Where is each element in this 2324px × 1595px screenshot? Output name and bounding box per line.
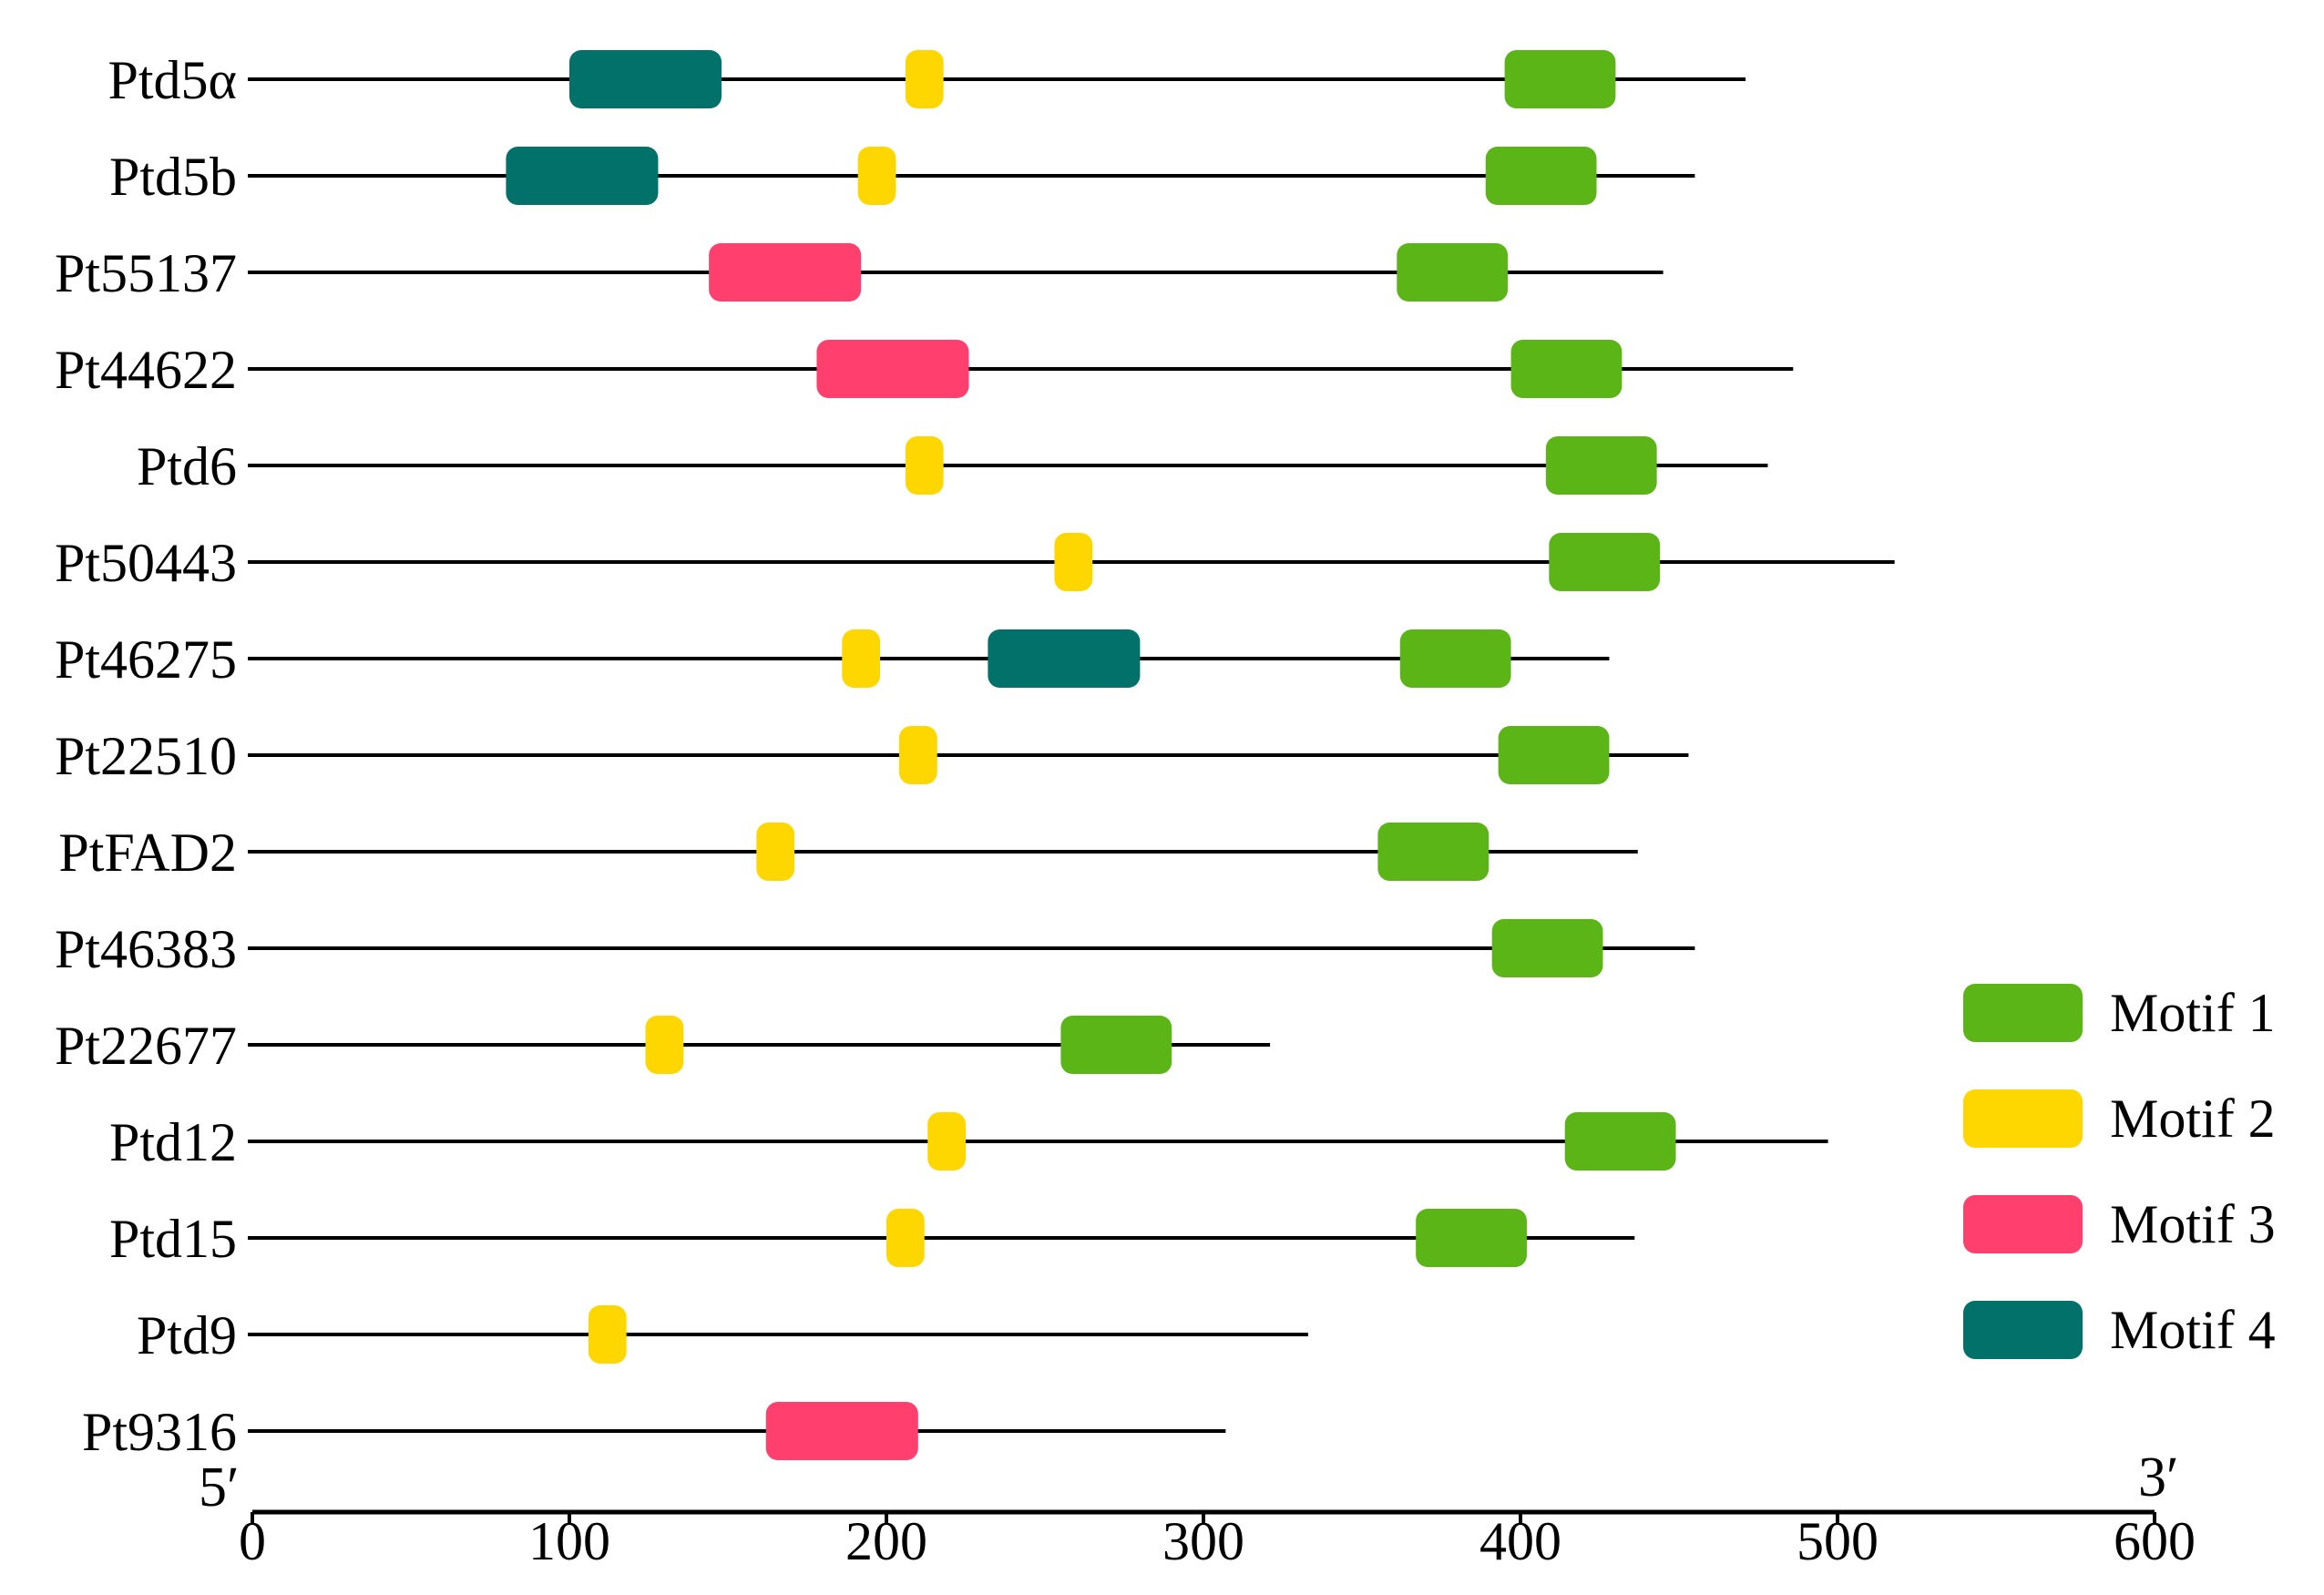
gene-rows: Ptd5α Ptd5b Pt55137 Pt44622 Ptd6 Pt50443 Pt462… bbox=[55, 50, 1895, 1462]
five-prime-label: 5′ bbox=[199, 1457, 240, 1518]
gene-row: PtFAD2 bbox=[58, 823, 1638, 883]
legend-item: Motif 4 bbox=[1963, 1300, 2276, 1360]
gene-name: Pt44622 bbox=[55, 340, 237, 400]
legend: Motif 1 Motif 2 Motif 3 Motif 4 bbox=[1963, 983, 2276, 1360]
gene-row: Pt44622 bbox=[55, 340, 1794, 400]
motif2-box bbox=[588, 1305, 627, 1364]
motif2-box bbox=[842, 629, 881, 688]
motif1-box bbox=[1510, 340, 1623, 398]
motif2-box bbox=[905, 436, 944, 495]
motif1-box bbox=[1399, 629, 1511, 688]
axis-ticks: 0 100 200 300 400 500 600 bbox=[239, 1511, 2196, 1571]
gene-name: Ptd5b bbox=[109, 147, 237, 207]
motif1-box bbox=[1416, 1209, 1527, 1267]
gene-row: Ptd9 bbox=[137, 1305, 1308, 1365]
legend-item: Motif 2 bbox=[1963, 1089, 2276, 1149]
gene-row: Pt46383 bbox=[55, 919, 1695, 979]
motif1-box bbox=[1564, 1112, 1676, 1171]
motif1-box bbox=[1498, 726, 1610, 784]
legend-swatch bbox=[1963, 1089, 2083, 1148]
legend-label: Motif 4 bbox=[2110, 1300, 2276, 1360]
gene-name: Pt50443 bbox=[55, 533, 237, 593]
motif1-box bbox=[1504, 50, 1616, 108]
gene-row: Ptd12 bbox=[109, 1112, 1828, 1172]
motif1-box bbox=[1549, 533, 1661, 591]
gene-row: Ptd15 bbox=[109, 1209, 1635, 1269]
axis-tick-label: 100 bbox=[528, 1511, 610, 1571]
motif1-box bbox=[1485, 147, 1597, 205]
legend-item: Motif 3 bbox=[1963, 1194, 2276, 1254]
legend-label: Motif 1 bbox=[2110, 983, 2276, 1043]
gene-name: Pt55137 bbox=[55, 243, 237, 303]
legend-label: Motif 2 bbox=[2110, 1089, 2276, 1149]
gene-name: Pt46383 bbox=[55, 919, 237, 979]
axis-tick-label: 500 bbox=[1797, 1511, 1879, 1571]
motif4-box bbox=[506, 147, 659, 205]
motif2-box bbox=[857, 147, 896, 205]
motif1-box bbox=[1545, 436, 1657, 495]
motif3-box bbox=[765, 1402, 918, 1460]
legend-swatch bbox=[1963, 1301, 2083, 1359]
motif1-box bbox=[1397, 243, 1509, 302]
gene-name: Pt22677 bbox=[55, 1016, 237, 1076]
motif2-box bbox=[756, 823, 795, 881]
legend-swatch bbox=[1963, 984, 2083, 1042]
position-axis: 0 100 200 300 400 500 600 5′ 3′ bbox=[199, 1447, 2196, 1571]
axis-tick-label: 400 bbox=[1479, 1511, 1561, 1571]
gene-row: Pt50443 bbox=[55, 533, 1895, 593]
gene-row: Pt9316 bbox=[82, 1402, 1226, 1462]
gene-name: Ptd6 bbox=[137, 436, 237, 496]
axis-tick-label: 300 bbox=[1162, 1511, 1244, 1571]
legend-swatch bbox=[1963, 1195, 2083, 1253]
motif1-box bbox=[1377, 823, 1490, 881]
legend-label: Motif 3 bbox=[2110, 1194, 2276, 1254]
axis-tick-label: 0 bbox=[239, 1511, 266, 1571]
legend-item: Motif 1 bbox=[1963, 983, 2276, 1043]
motif4-box bbox=[988, 629, 1141, 688]
motif2-box bbox=[905, 50, 944, 108]
gene-row: Ptd6 bbox=[137, 436, 1768, 496]
gene-name: Pt9316 bbox=[82, 1402, 237, 1462]
gene-row: Ptd5α bbox=[108, 50, 1746, 110]
axis-tick-label: 200 bbox=[845, 1511, 927, 1571]
gene-row: Pt55137 bbox=[55, 243, 1664, 303]
motif2-box bbox=[927, 1112, 966, 1171]
motif2-box bbox=[1054, 533, 1093, 591]
gene-name: Ptd12 bbox=[109, 1112, 237, 1172]
axis-tick-label: 600 bbox=[2114, 1511, 2196, 1571]
motif3-box bbox=[709, 243, 862, 302]
gene-name: Ptd15 bbox=[109, 1209, 237, 1269]
gene-name: Pt46275 bbox=[55, 629, 237, 690]
motif2-box bbox=[886, 1209, 925, 1267]
motif2-box bbox=[898, 726, 937, 784]
motif1-box bbox=[1060, 1016, 1172, 1074]
gene-row: Ptd5b bbox=[109, 147, 1695, 207]
gene-name: Ptd5α bbox=[108, 50, 237, 110]
motif3-box bbox=[816, 340, 969, 398]
motif2-box bbox=[645, 1016, 684, 1074]
motif1-box bbox=[1491, 919, 1603, 977]
motif4-box bbox=[569, 50, 722, 108]
gene-row: Pt46275 bbox=[55, 629, 1610, 690]
gene-name: Pt22510 bbox=[55, 726, 237, 786]
gene-row: Pt22677 bbox=[55, 1016, 1271, 1076]
gene-name: PtFAD2 bbox=[58, 823, 237, 883]
gene-name: Ptd9 bbox=[137, 1305, 237, 1365]
gene-row: Pt22510 bbox=[55, 726, 1689, 786]
three-prime-label: 3′ bbox=[2138, 1447, 2179, 1508]
